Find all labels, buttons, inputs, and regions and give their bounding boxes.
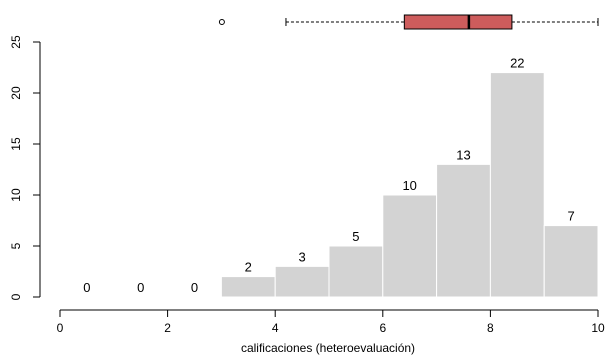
- y-axis: 0 5 10 15 20 25: [9, 35, 41, 300]
- bar-count-label: 2: [245, 260, 252, 275]
- bar-count-label: 3: [298, 249, 305, 264]
- y-tick-label: 0: [9, 293, 23, 300]
- histogram-bar: [436, 163, 491, 298]
- x-tick-label: 4: [272, 321, 279, 335]
- histogram-bar: [220, 276, 276, 298]
- histogram-bar: [543, 225, 599, 298]
- histogram-bar: [274, 265, 330, 298]
- bar-count-label: 13: [456, 147, 470, 162]
- histogram-bar: [489, 72, 545, 298]
- y-tick-label: 15: [9, 137, 23, 151]
- y-tick-label: 25: [9, 35, 23, 49]
- y-tick-label: 5: [9, 242, 23, 249]
- x-tick-label: 6: [379, 321, 386, 335]
- bar-count-label: 0: [191, 280, 198, 295]
- boxplot-outlier: [218, 19, 225, 25]
- y-tick-label: 10: [9, 188, 23, 202]
- bar-count-label: 10: [402, 178, 416, 193]
- histogram-bars: [220, 72, 599, 298]
- y-tick-label: 20: [9, 86, 23, 100]
- histogram-bar: [382, 194, 438, 298]
- x-tick-label: 10: [591, 321, 605, 335]
- x-tick-label: 0: [57, 321, 64, 335]
- bar-count-label: 5: [352, 229, 359, 244]
- x-axis: 0 2 4 6 8 10: [57, 309, 605, 335]
- x-axis-title: calificaciones (heteroevaluación): [241, 341, 415, 355]
- bar-count-label: 7: [567, 209, 574, 224]
- histogram-bar: [328, 245, 384, 298]
- x-tick-label: 2: [164, 321, 171, 335]
- boxplot: [218, 14, 599, 30]
- bar-count-label: 0: [137, 280, 144, 295]
- bar-count-labels: 0 0 0 2 3 5 10 13 22 7: [83, 56, 574, 295]
- bar-count-label: 22: [510, 56, 524, 71]
- boxplot-box: [403, 14, 513, 30]
- bar-count-label: 0: [83, 280, 90, 295]
- x-tick-label: 8: [487, 321, 494, 335]
